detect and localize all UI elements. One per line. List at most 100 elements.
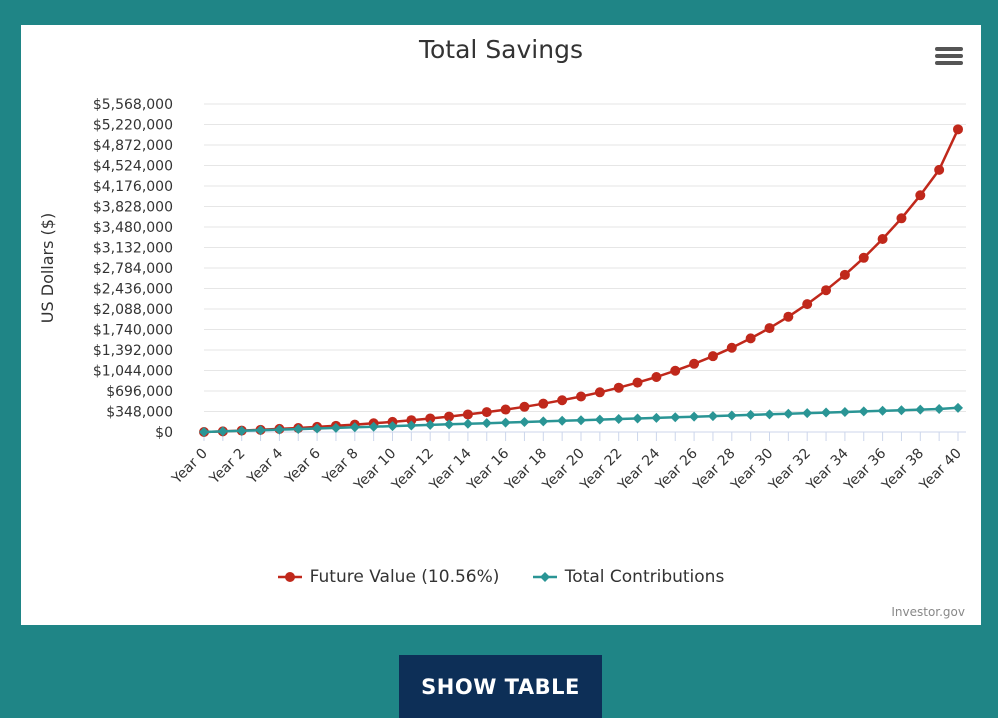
x-tick-label: Year 32 [765, 446, 814, 495]
data-point-total-contributions [707, 411, 718, 422]
data-point-total-contributions [538, 416, 549, 427]
legend-label-future-value: Future Value (10.56%) [309, 567, 500, 587]
data-point-future-value [764, 323, 775, 334]
y-tick-label: $696,000 [106, 384, 173, 400]
data-point-total-contributions [462, 418, 473, 429]
chart-plot: $0 $348,000 $696,000 $1,044,000 $1,392,000 $1… [38, 97, 966, 495]
legend-marker-total-contributions [532, 572, 557, 582]
chart-title: Total Savings [418, 35, 583, 64]
x-tick-label: Year 2 [206, 446, 248, 488]
x-tick-label: Year 22 [577, 446, 626, 495]
data-point-future-value [481, 407, 492, 418]
data-point-future-value [632, 377, 643, 388]
data-point-total-contributions [519, 416, 530, 427]
data-point-future-value [915, 190, 926, 201]
data-point-total-contributions [726, 410, 737, 421]
y-tick-label: $348,000 [106, 405, 173, 421]
data-point-total-contributions [368, 421, 379, 432]
data-point-total-contributions [236, 425, 247, 436]
data-point-total-contributions [745, 409, 756, 420]
data-point-future-value [877, 234, 888, 245]
data-point-total-contributions [444, 419, 455, 430]
data-point-future-value [519, 401, 530, 412]
x-tick-label: Year 36 [841, 445, 890, 494]
y-axis-title: US Dollars ($) [38, 213, 57, 323]
data-point-total-contributions [839, 406, 850, 417]
data-point-total-contributions [858, 406, 869, 417]
legend-label-total-contributions: Total Contributions [564, 567, 725, 587]
legend-marker-future-value [277, 572, 302, 582]
y-tick-label: $1,044,000 [93, 364, 173, 380]
x-tick-label: Year 38 [878, 446, 927, 495]
data-point-future-value [594, 387, 605, 398]
x-tick-label: Year 40 [916, 446, 965, 495]
data-point-total-contributions [406, 420, 417, 431]
y-tick-label: $4,176,000 [93, 179, 173, 195]
data-point-future-value [707, 351, 718, 362]
data-point-total-contributions [802, 408, 813, 419]
y-tick-label: $3,480,000 [93, 220, 173, 236]
y-tick-label: $5,220,000 [93, 118, 173, 134]
data-point-future-value [745, 333, 756, 344]
chart-container: Total Savings $0 $348,000 $696,000 $1,044,0… [21, 25, 981, 625]
data-point-total-contributions [425, 419, 436, 430]
x-tick-label: Year 30 [728, 446, 777, 495]
data-point-total-contributions [293, 424, 304, 435]
data-point-total-contributions [915, 404, 926, 415]
legend-item-future-value[interactable]: Future Value (10.56%) [277, 567, 500, 587]
data-point-future-value [839, 269, 850, 280]
y-tick-label: $4,524,000 [93, 159, 173, 175]
x-tick-label: Year 24 [615, 445, 664, 494]
x-tick-label: Year 12 [388, 446, 437, 495]
data-point-future-value [896, 213, 907, 224]
data-point-total-contributions [199, 427, 209, 437]
data-point-total-contributions [670, 412, 681, 423]
data-point-total-contributions [651, 412, 662, 423]
y-tick-label: $5,568,000 [93, 97, 173, 113]
data-point-total-contributions [217, 426, 228, 437]
data-point-future-value [538, 398, 549, 409]
data-point-total-contributions [689, 411, 700, 422]
show-table-button[interactable]: SHOW TABLE [399, 655, 602, 718]
x-tick-label: Year 28 [690, 446, 739, 495]
x-tick-label: Year 34 [803, 445, 852, 494]
chart-legend: Future Value (10.56%) Total Contribution… [21, 567, 981, 589]
data-point-future-value [953, 124, 963, 135]
data-point-total-contributions [500, 417, 511, 428]
x-tick-label: Year 18 [501, 446, 550, 495]
data-point-future-value [613, 382, 624, 393]
data-point-future-value [557, 395, 568, 406]
data-point-total-contributions [312, 423, 323, 434]
data-point-future-value [821, 285, 832, 296]
x-tick-label: Year 6 [282, 445, 324, 487]
data-point-future-value [576, 391, 586, 402]
data-point-total-contributions [632, 413, 643, 424]
data-point-total-contributions [594, 414, 605, 425]
data-point-total-contributions [953, 402, 963, 413]
y-tick-label: $1,740,000 [93, 323, 173, 339]
x-tick-label: Year 26 [652, 445, 701, 494]
y-tick-label: $2,436,000 [93, 282, 173, 298]
data-point-total-contributions [877, 405, 888, 416]
data-point-total-contributions [481, 418, 492, 429]
data-point-total-contributions [613, 414, 624, 425]
credits-link[interactable]: Investor.gov [891, 605, 965, 619]
x-tick-label: Year 10 [351, 446, 400, 495]
data-point-total-contributions [896, 405, 907, 416]
data-point-future-value [802, 299, 813, 310]
data-point-future-value [934, 164, 945, 175]
y-tick-label: $1,392,000 [93, 343, 173, 359]
data-point-total-contributions [783, 408, 794, 419]
data-point-future-value [651, 371, 662, 382]
y-tick-label: $4,872,000 [93, 138, 173, 154]
data-point-total-contributions [557, 415, 568, 426]
y-tick-label: $2,784,000 [93, 261, 173, 277]
data-point-future-value [462, 409, 473, 420]
data-point-total-contributions [934, 404, 945, 415]
y-tick-label: $3,828,000 [93, 200, 173, 216]
x-tick-label: Year 0 [168, 446, 210, 488]
legend-item-total-contributions[interactable]: Total Contributions [532, 567, 725, 587]
data-point-future-value [689, 358, 700, 369]
data-point-total-contributions [821, 407, 832, 418]
hamburger-menu-icon[interactable] [935, 45, 963, 69]
